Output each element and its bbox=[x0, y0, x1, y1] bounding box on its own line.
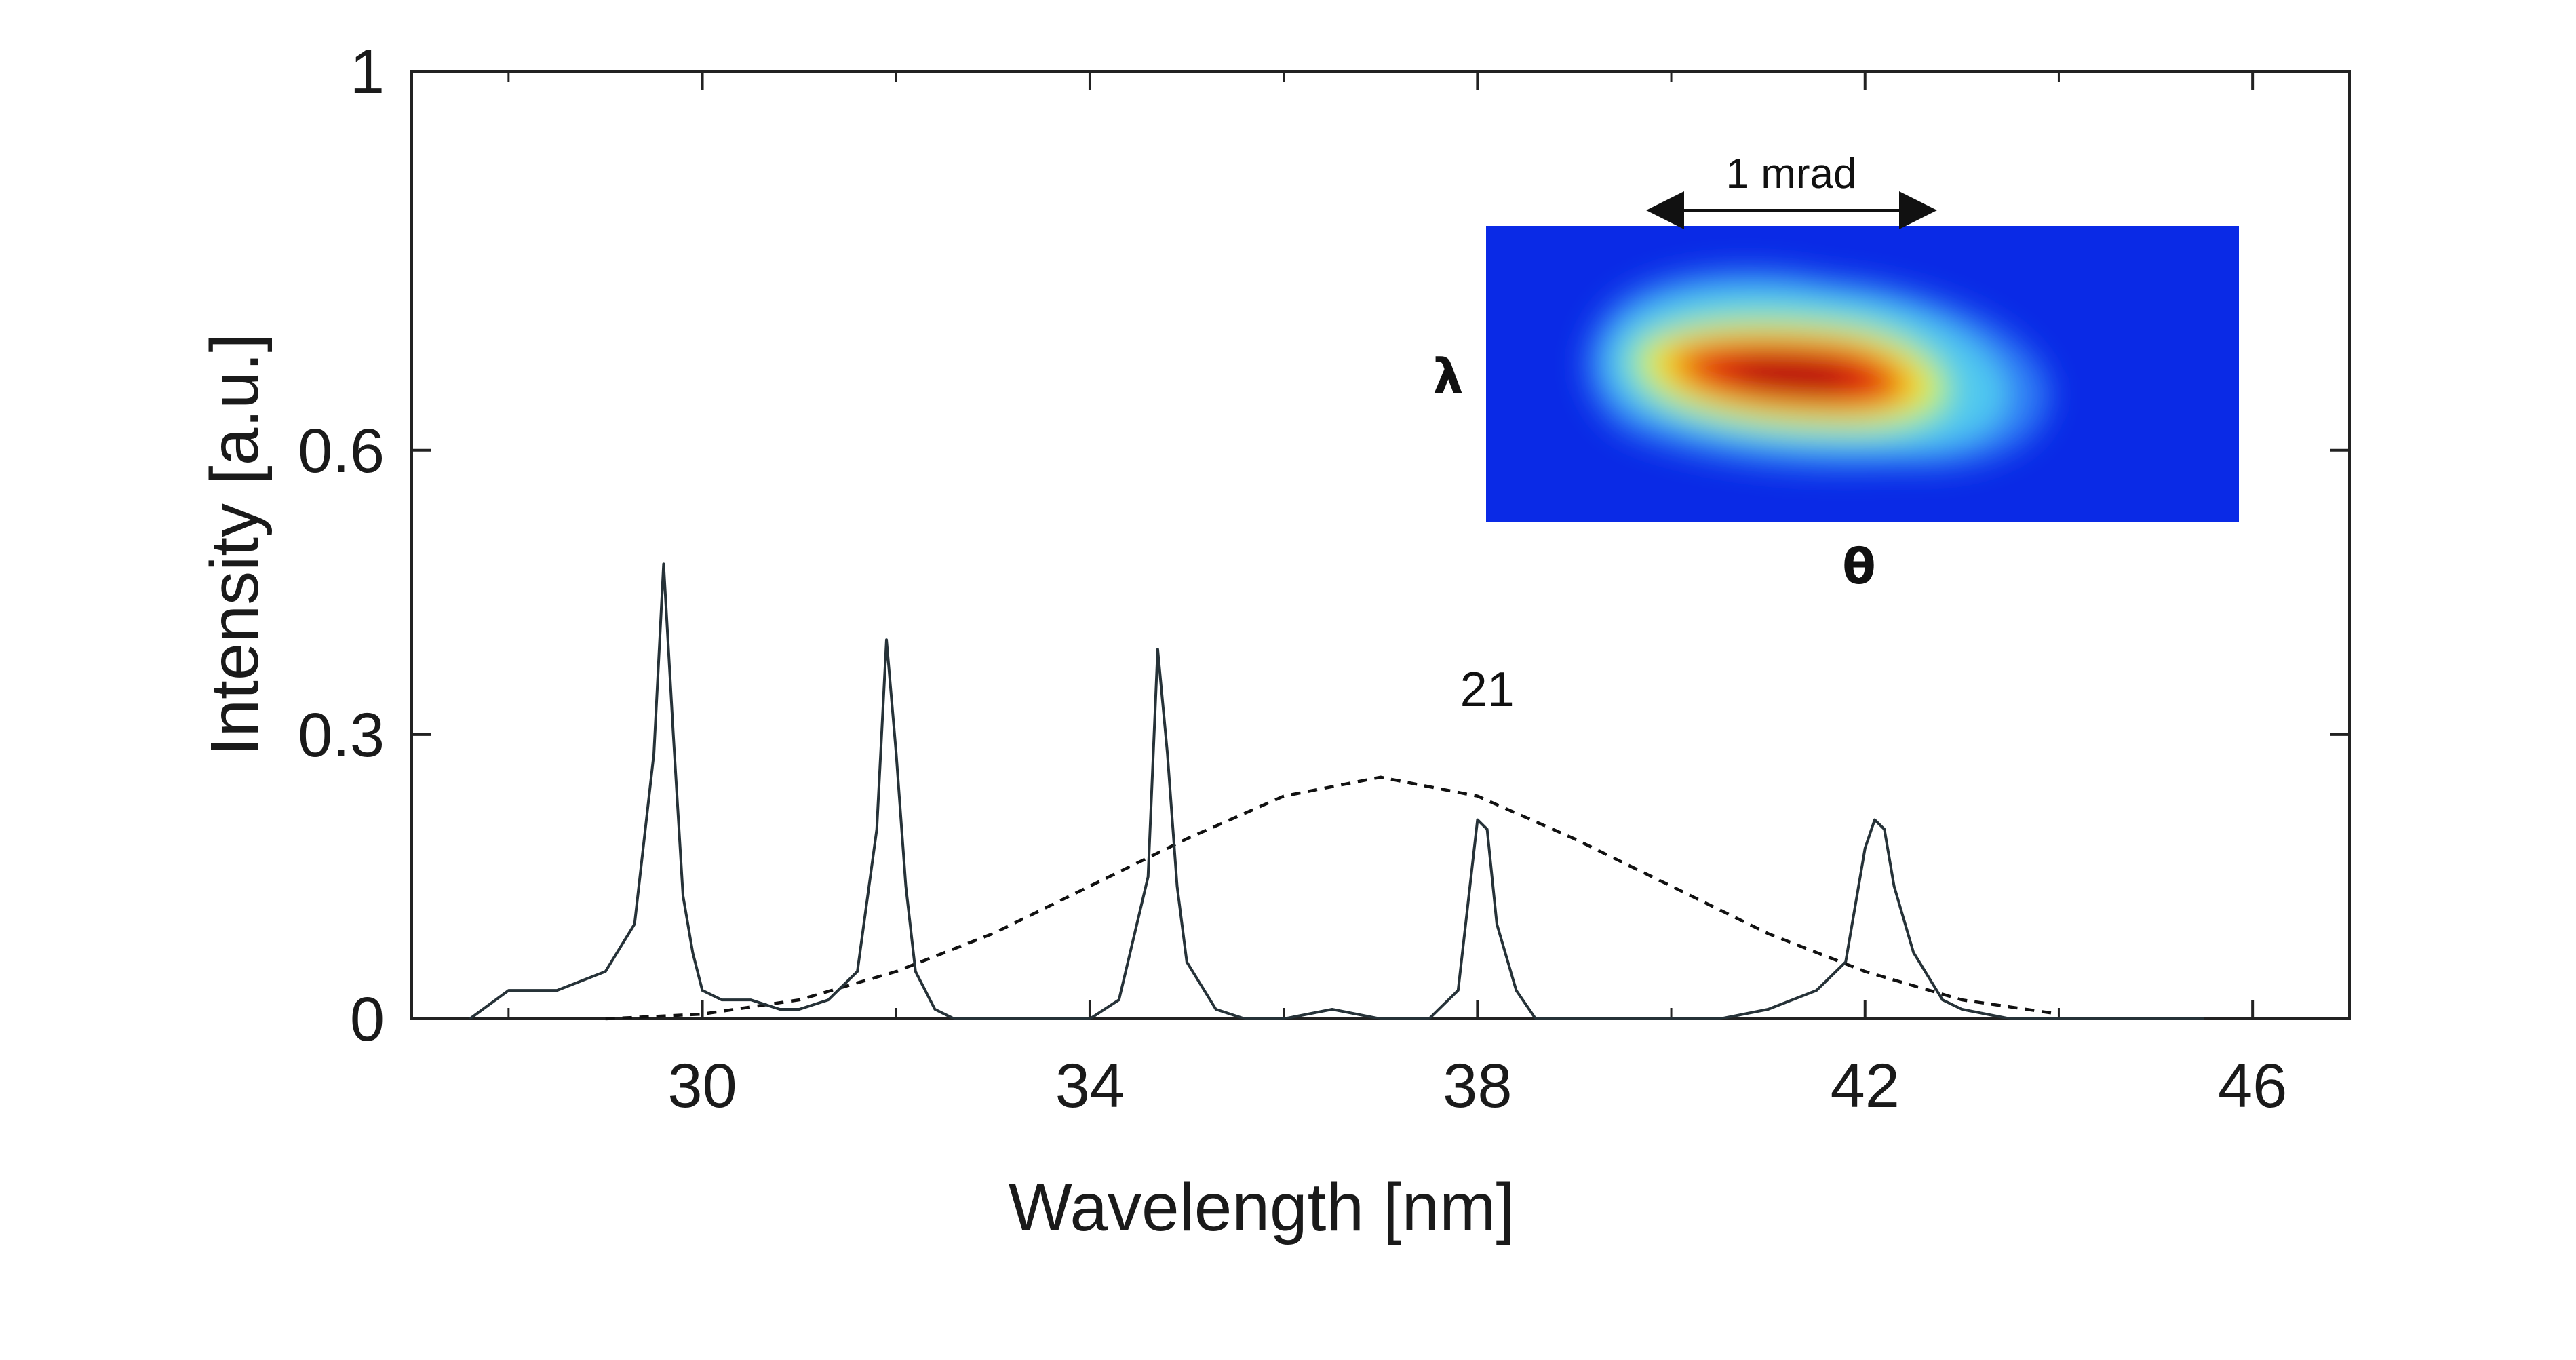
inset-angular-spectrum: 1 mrad λ θ bbox=[1432, 151, 2239, 595]
tick-labels: 30 34 38 42 46 0 0.3 0.6 1 bbox=[298, 37, 2287, 1121]
y-tick-label: 0.3 bbox=[298, 701, 385, 770]
plot-frame bbox=[410, 70, 2351, 1020]
inset-x-label: θ bbox=[1842, 538, 1875, 595]
y-tick-label: 0 bbox=[350, 985, 385, 1054]
series-line-measured-spectrum bbox=[469, 562, 2204, 1020]
y-tick-label: 1 bbox=[350, 37, 385, 106]
x-tick-label: 42 bbox=[1831, 1051, 1900, 1121]
inset-scale-bar-label: 1 mrad bbox=[1726, 151, 1857, 197]
x-tick-label: 46 bbox=[2218, 1051, 2287, 1121]
x-tick-label: 38 bbox=[1443, 1051, 1512, 1121]
y-tick-label: 0.6 bbox=[298, 416, 385, 486]
axis-ticks bbox=[412, 70, 2349, 1020]
inset-y-label: λ bbox=[1432, 348, 1464, 405]
harmonic-order-annotation: 21 bbox=[1460, 663, 1515, 717]
x-tick-label: 34 bbox=[1055, 1051, 1125, 1121]
inset-intensity-map bbox=[1584, 269, 2050, 470]
x-tick-label: 30 bbox=[667, 1051, 737, 1121]
series-line-gaussian-envelope bbox=[605, 775, 2059, 1021]
y-axis-title: Intensity [a.u.] bbox=[197, 334, 273, 756]
x-axis-title: Wavelength [nm] bbox=[1009, 1169, 1515, 1245]
